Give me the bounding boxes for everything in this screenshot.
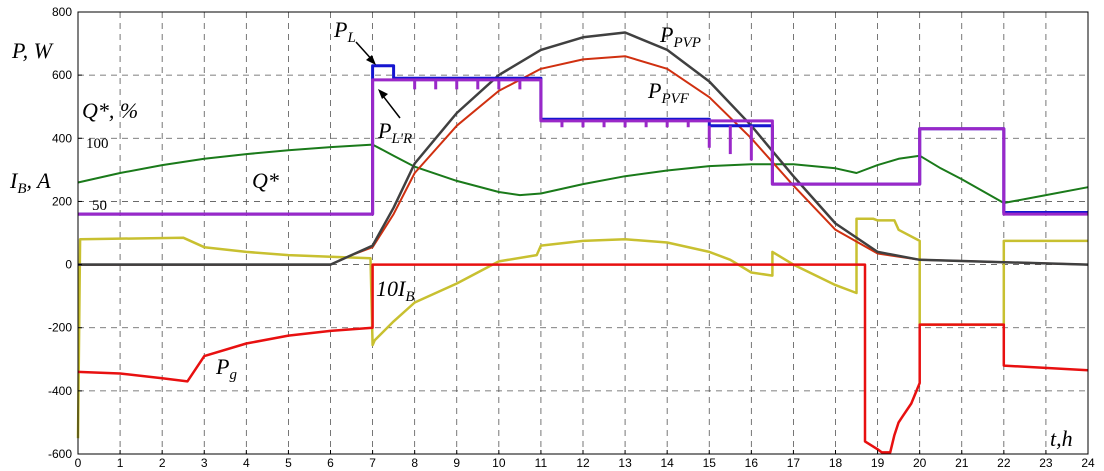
series-line-ib10 — [76, 217, 1088, 439]
series-layer — [76, 31, 1089, 454]
arrow-pl-head — [366, 55, 376, 65]
y-tick-label: 600 — [52, 68, 72, 82]
y-axis-label-q: Q*, % — [82, 98, 138, 123]
x-tick-label: 8 — [411, 456, 418, 470]
series-line-q — [77, 143, 1089, 204]
x-tick-label: 24 — [1081, 456, 1095, 470]
x-tick-label: 5 — [285, 456, 292, 470]
label-pl: PL — [333, 17, 356, 46]
x-tick-label: 3 — [201, 456, 208, 470]
x-tick-label: 17 — [787, 456, 801, 470]
arrow-plr-head — [378, 89, 388, 99]
y-tick-label: -200 — [48, 321, 72, 335]
x-tick-label: 13 — [618, 456, 632, 470]
series-line-ppvf — [78, 55, 1089, 266]
x-tick-label: 23 — [1039, 456, 1053, 470]
y-tick-label: 800 — [52, 5, 72, 19]
x-tick-label: 16 — [745, 456, 759, 470]
x-tick-label: 11 — [535, 456, 548, 470]
label-ib10: 10IB — [376, 276, 415, 305]
q-level-50: 50 — [92, 198, 107, 214]
label-plr: PL'R — [377, 118, 412, 147]
x-tick-label: 10 — [492, 456, 506, 470]
y-tick-label: 200 — [52, 194, 72, 208]
x-tick-label: 7 — [369, 456, 376, 470]
y-tick-label: -400 — [48, 384, 72, 398]
series-line-pg — [77, 263, 1089, 454]
x-tick-label: 18 — [829, 456, 843, 470]
x-tick-label: 19 — [871, 456, 885, 470]
label-pg: Pg — [215, 354, 237, 383]
x-tick-label: 22 — [997, 456, 1011, 470]
x-tick-label: 9 — [453, 456, 460, 470]
label-ppvf: PPVF — [647, 78, 690, 107]
y-tick-label: 400 — [52, 131, 72, 145]
x-tick-label: 1 — [117, 456, 124, 470]
x-axis-label: t,h — [1050, 426, 1073, 451]
x-tick-label: 4 — [243, 456, 250, 470]
ib-letter: I — [9, 168, 19, 193]
series-line-ppvp — [78, 31, 1089, 266]
x-tick-label: 6 — [327, 456, 334, 470]
x-tick-label: 21 — [955, 456, 969, 470]
y-axis-label-power: P, W — [11, 38, 54, 63]
grid — [78, 12, 1088, 454]
x-tick-label: 0 — [75, 456, 82, 470]
label-q: Q* — [252, 168, 279, 193]
y-tick-label: 0 — [65, 258, 72, 272]
y-tick-label: -600 — [48, 447, 72, 461]
series-line-plr — [78, 78, 1088, 216]
x-tick-label: 15 — [703, 456, 717, 470]
y-axis-label-ib: IB, A — [9, 168, 51, 197]
tick-labels: 0 1 2 3 4 5 6 7 8 9 10 11 12 13 14 15 16 17 18 19 20 21 22 23 24… — [48, 5, 1095, 470]
x-tick-label: 20 — [913, 456, 927, 470]
q-level-100: 100 — [86, 136, 109, 152]
x-tick-label: 12 — [576, 456, 590, 470]
label-ppvp: PPVP — [659, 22, 701, 51]
annotations: P, W Q*, % IB, A 100 50 PL PL'R PPVP PPV… — [9, 17, 1073, 451]
x-tick-label: 14 — [660, 456, 674, 470]
ib-unit: , A — [27, 168, 52, 193]
x-tick-label: 2 — [159, 456, 166, 470]
